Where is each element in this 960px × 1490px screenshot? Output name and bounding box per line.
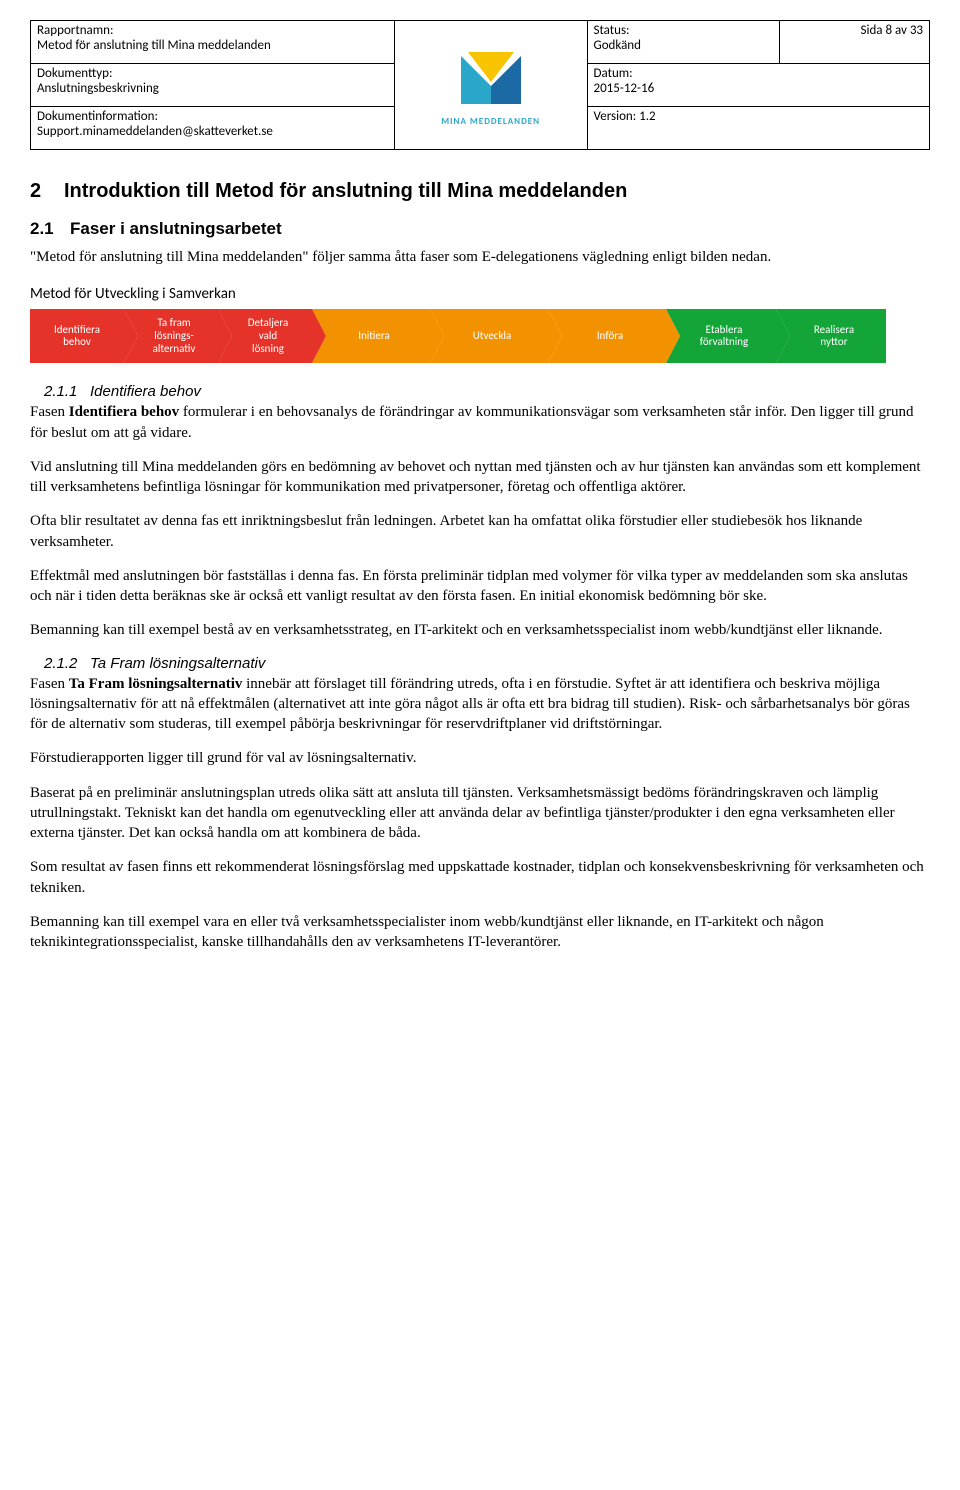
paragraph: "Metod för anslutning till Mina meddelan…: [30, 247, 930, 267]
paragraph: Effektmål med anslutningen bör fastställ…: [30, 566, 930, 607]
process-phase: Initiera: [312, 309, 430, 363]
hdr-value: Metod för anslutning till Mina meddeland…: [37, 38, 388, 53]
heading-3-text: Identifiera behov: [90, 383, 201, 400]
paragraph: Ofta blir resultatet av denna fas ett in…: [30, 511, 930, 552]
process-phase-label: Identifiera behov: [54, 324, 100, 349]
process-phase-label: Etablera förvaltning: [700, 324, 748, 349]
process-phase-label: Realisera nyttor: [814, 324, 854, 349]
heading-2-text: Faser i anslutningsarbetet: [70, 219, 282, 238]
hdr-label: Dokumenttyp:: [37, 66, 388, 81]
heading-3: 2.1.2Ta Fram lösningsalternativ: [44, 655, 930, 672]
process-phase: Identifiera behov: [30, 309, 124, 363]
paragraph: Baserat på en preliminär anslutningsplan…: [30, 783, 930, 844]
hdr-label: Status:: [594, 23, 774, 38]
heading-3-number: 2.1.1: [44, 383, 90, 400]
paragraph: Fasen Identifiera behov formulerar i en …: [30, 402, 930, 443]
hdr-value: Godkänd: [594, 38, 774, 53]
hdr-value: Anslutningsbeskrivning: [37, 81, 388, 96]
hdr-value: 2015-12-16: [594, 81, 924, 96]
heading-2-number: 2.1: [30, 219, 70, 239]
paragraph: Vid anslutning till Mina meddelanden gör…: [30, 457, 930, 498]
heading-3: 2.1.1Identifiera behov: [44, 383, 930, 400]
logo: MINA MEDDELANDEN: [399, 44, 583, 127]
heading-3-text: Ta Fram lösningsalternativ: [90, 655, 265, 672]
process-phase: Realisera nyttor: [776, 309, 886, 363]
hdr-label: Dokumentinformation:: [37, 109, 388, 124]
heading-1: 2Introduktion till Metod för anslutning …: [30, 180, 930, 203]
hdr-label: Datum:: [594, 66, 924, 81]
process-phase-label: Detaljera vald lösning: [248, 317, 289, 355]
heading-1-number: 2: [30, 180, 64, 203]
text: Fasen: [30, 404, 69, 420]
process-phase-label: Utveckla: [473, 330, 512, 343]
paragraph: Som resultat av fasen finns ett rekommen…: [30, 857, 930, 898]
hdr-label: Version: 1.2: [594, 109, 924, 124]
paragraph: Förstudierapporten ligger till grund för…: [30, 748, 930, 768]
process-phase: Utveckla: [430, 309, 548, 363]
paragraph: Bemanning kan till exempel vara en eller…: [30, 912, 930, 953]
diagram-title: Metod för Utveckling i Samverkan: [30, 285, 930, 303]
process-phase: Införa: [548, 309, 666, 363]
process-phase-label: Införa: [597, 330, 623, 343]
hdr-label: Rapportnamn:: [37, 23, 388, 38]
bold-text: Identifiera behov: [69, 404, 179, 420]
bold-text: Ta Fram lösningsalternativ: [69, 676, 243, 692]
hdr-value: Support.minameddelanden@skatteverket.se: [37, 124, 388, 139]
process-phase-diagram: Identifiera behov Ta fram lösnings- alter…: [30, 309, 930, 363]
process-phase: Ta fram lösnings- alternativ: [124, 309, 218, 363]
process-phase-label: Ta fram lösnings- alternativ: [153, 317, 196, 355]
process-phase-label: Initiera: [358, 330, 390, 343]
text: Fasen: [30, 676, 69, 692]
mina-meddelanden-logo-icon: [446, 44, 536, 114]
hdr-page: Sida 8 av 33: [786, 23, 923, 38]
paragraph: Bemanning kan till exempel bestå av en v…: [30, 620, 930, 640]
document-header-table: Rapportnamn: Metod för anslutning till M…: [30, 20, 930, 150]
heading-2: 2.1Faser i anslutningsarbetet: [30, 219, 930, 239]
logo-caption: MINA MEDDELANDEN: [441, 116, 540, 127]
paragraph: Fasen Ta Fram lösningsalternativ innebär…: [30, 674, 930, 735]
process-phase: Etablera förvaltning: [666, 309, 776, 363]
heading-1-text: Introduktion till Metod för anslutning t…: [64, 180, 627, 202]
process-phase: Detaljera vald lösning: [218, 309, 312, 363]
heading-3-number: 2.1.2: [44, 655, 90, 672]
